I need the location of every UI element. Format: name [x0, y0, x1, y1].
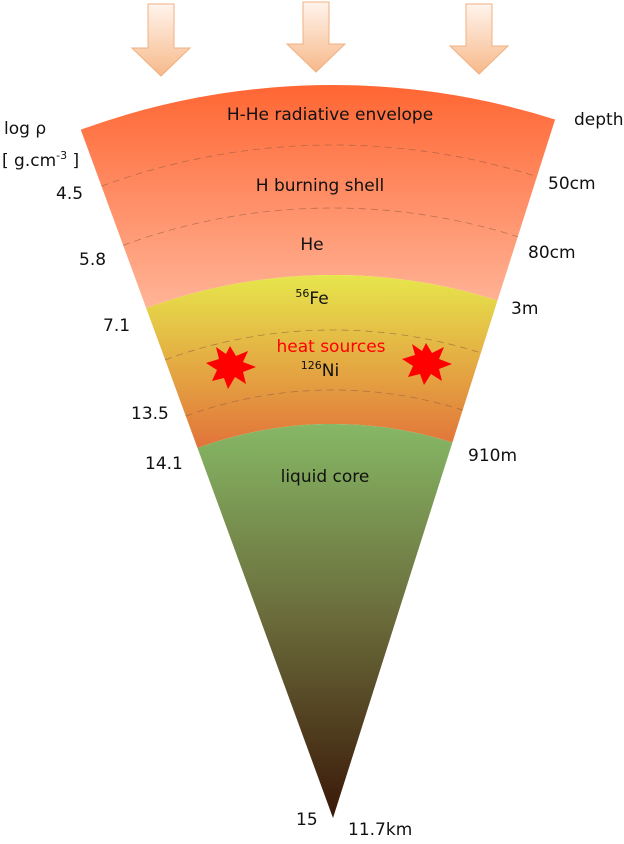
axis-unit: [ g.cm-3 ] [2, 149, 79, 171]
density-label: 13.5 [131, 404, 169, 424]
arrow [130, 3, 192, 77]
layer-boundary [123, 207, 518, 246]
depth-label: 3m [511, 299, 538, 319]
unit-prefix: [ g.cm [2, 151, 56, 171]
superscript: -3 [56, 149, 67, 162]
layer-label: heat sources [276, 337, 385, 357]
density-label: 5.8 [79, 250, 106, 270]
axis-title: log ρ [4, 119, 46, 139]
depth-label: 11.7km [348, 820, 412, 840]
superscript: 56 [295, 287, 309, 300]
layer-label: H burning shell [256, 176, 384, 196]
layer-boundary [101, 144, 538, 187]
layer-label: He [300, 235, 323, 255]
unit-suffix: ] [67, 151, 79, 171]
layer-region [80, 84, 556, 309]
layer-label: 126Ni [301, 359, 339, 381]
infall-arrows [130, 1, 510, 77]
arrow [448, 3, 510, 75]
density-label: 7.1 [103, 316, 130, 336]
density-label: 14.1 [145, 454, 183, 474]
depth-label: 80cm [528, 243, 576, 263]
element: Fe [309, 289, 328, 309]
layer-region [197, 423, 453, 818]
superscript: 126 [301, 359, 322, 372]
layer-boundary [185, 389, 463, 417]
layer-label: liquid core [281, 467, 370, 487]
heat-burst [402, 343, 452, 385]
axis-title: depth [574, 110, 623, 130]
arrow [285, 1, 347, 73]
density-label: 15 [296, 810, 318, 830]
layer-label: 56Fe [295, 287, 328, 309]
depth-label: 50cm [548, 174, 596, 194]
heat-burst [206, 346, 256, 389]
layer-label: H-He radiative envelope [227, 105, 433, 125]
element: Ni [322, 361, 339, 381]
density-label: 4.5 [56, 184, 83, 204]
layer-region [146, 274, 498, 448]
depth-label: 910m [468, 446, 517, 466]
layer-boundary [164, 329, 482, 361]
